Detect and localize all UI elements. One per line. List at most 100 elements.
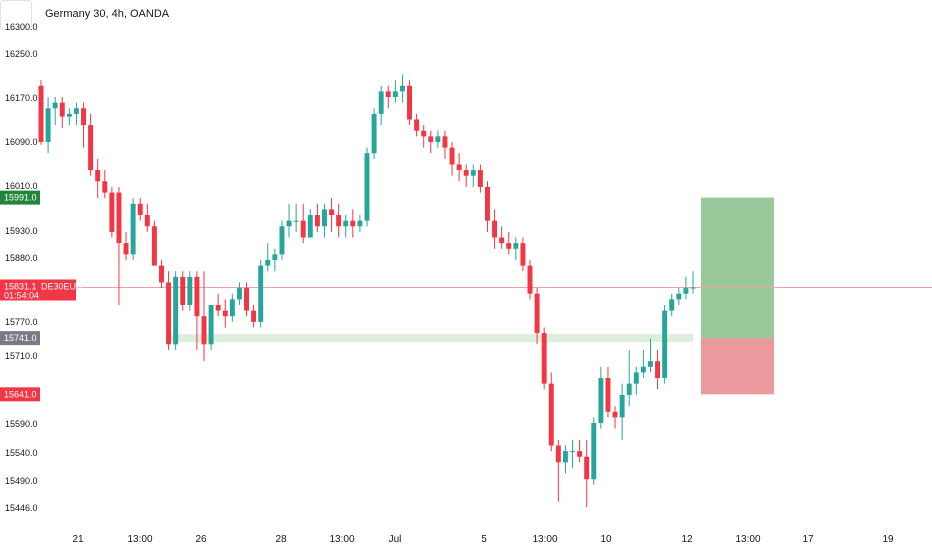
candle-body (378, 91, 384, 114)
candle-body (612, 411, 618, 418)
y-tick-label: 15490.0 (5, 476, 38, 486)
candle-body (477, 170, 483, 187)
candle-body (173, 276, 179, 345)
x-tick-label: 13:00 (127, 534, 152, 545)
candle-body (407, 85, 413, 120)
candle-body (66, 113, 72, 117)
candle-body (492, 220, 498, 238)
candle-body (187, 276, 193, 305)
y-tick-label: 15446.0 (5, 503, 38, 513)
candle-body (81, 108, 87, 126)
price-label: 15741.0 (4, 333, 37, 343)
x-tick-label: 10 (600, 534, 612, 545)
countdown-timer: 01:54:04 (4, 290, 39, 300)
x-tick-label: 12 (681, 534, 693, 545)
candle-body (605, 378, 611, 412)
candle-body (201, 316, 207, 345)
price-label-box (0, 387, 40, 402)
candle-body (435, 136, 441, 142)
candle-body (166, 282, 172, 345)
candle-body (619, 394, 625, 418)
candle-body (258, 265, 264, 322)
candle-body (669, 299, 675, 311)
x-tick-label: 13:00 (532, 534, 557, 545)
candle-body (385, 91, 391, 97)
candle-body (343, 220, 349, 227)
candle-body (158, 265, 164, 283)
candle-body (392, 91, 398, 97)
candle-body (520, 243, 526, 266)
candle-body (626, 383, 632, 395)
candle-body (336, 215, 342, 227)
y-tick-label: 15880.0 (5, 253, 38, 263)
candle-body (527, 265, 533, 294)
chart-header: Germany 30, 4h, OANDA (0, 0, 932, 30)
candle-body (584, 456, 590, 480)
x-tick-label: 17 (802, 534, 814, 545)
candle-body (541, 333, 547, 384)
candle-body (73, 108, 79, 114)
y-tick-label: 16250.0 (5, 49, 38, 59)
candle-body (151, 226, 157, 266)
symbol-logo[interactable] (0, 0, 32, 30)
candle-body (499, 237, 505, 244)
candle-body (229, 299, 235, 317)
x-tick-label: 21 (72, 534, 84, 545)
candle-body (109, 192, 115, 232)
stop-zone (701, 338, 774, 395)
x-tick-label: 13:00 (329, 534, 354, 545)
candle-body (506, 243, 512, 249)
candle-body (655, 361, 661, 379)
candle-body (690, 287, 696, 289)
y-tick-label: 16300.0 (5, 22, 38, 32)
y-tick-label: 15710.0 (5, 351, 38, 361)
candle-body (456, 164, 462, 171)
chart-title: Germany 30, 4h, OANDA (45, 8, 170, 20)
y-tick-label: 15590.0 (5, 419, 38, 429)
candle-body (88, 125, 94, 171)
candle-body (371, 113, 377, 154)
candle-body (45, 108, 51, 142)
y-tick-label: 16170.0 (5, 93, 38, 103)
candle-body (470, 170, 476, 176)
candle-body (598, 378, 604, 423)
candle-body (364, 153, 370, 221)
candle-body (137, 203, 143, 216)
candle-body (130, 203, 136, 255)
candle-body (570, 451, 576, 453)
candle-body (194, 276, 200, 317)
y-tick-label: 15540.0 (5, 448, 38, 458)
candle-body (484, 186, 490, 221)
candle-body (123, 243, 129, 255)
candle-body (534, 293, 540, 334)
candle-body (38, 85, 44, 142)
candle-body (357, 220, 363, 227)
candle-body (279, 226, 285, 255)
candle-body (548, 383, 554, 446)
candle-body (307, 215, 313, 238)
price-label: 15641.0 (4, 389, 37, 399)
candle-body (116, 192, 122, 244)
candle-body (591, 423, 597, 480)
candle-body (350, 220, 356, 227)
candle-body (683, 288, 689, 294)
candle-body (640, 366, 646, 373)
x-tick-label: 19 (882, 534, 894, 545)
price-label-box (0, 190, 40, 205)
candle-body (421, 130, 427, 137)
x-tick-label: 13:00 (735, 534, 760, 545)
candle-body (215, 304, 221, 311)
candle-body (321, 209, 327, 227)
candle-body (272, 254, 278, 260)
candle-body (662, 310, 668, 379)
x-tick-label: Jul (389, 534, 402, 545)
current-price-value: 15831.1 (4, 281, 37, 291)
candle-body (208, 304, 214, 345)
current-price-tag (0, 279, 76, 301)
candle-body (102, 181, 108, 193)
candle-body (222, 310, 228, 317)
candle-body (555, 445, 561, 463)
candle-body (265, 260, 271, 266)
